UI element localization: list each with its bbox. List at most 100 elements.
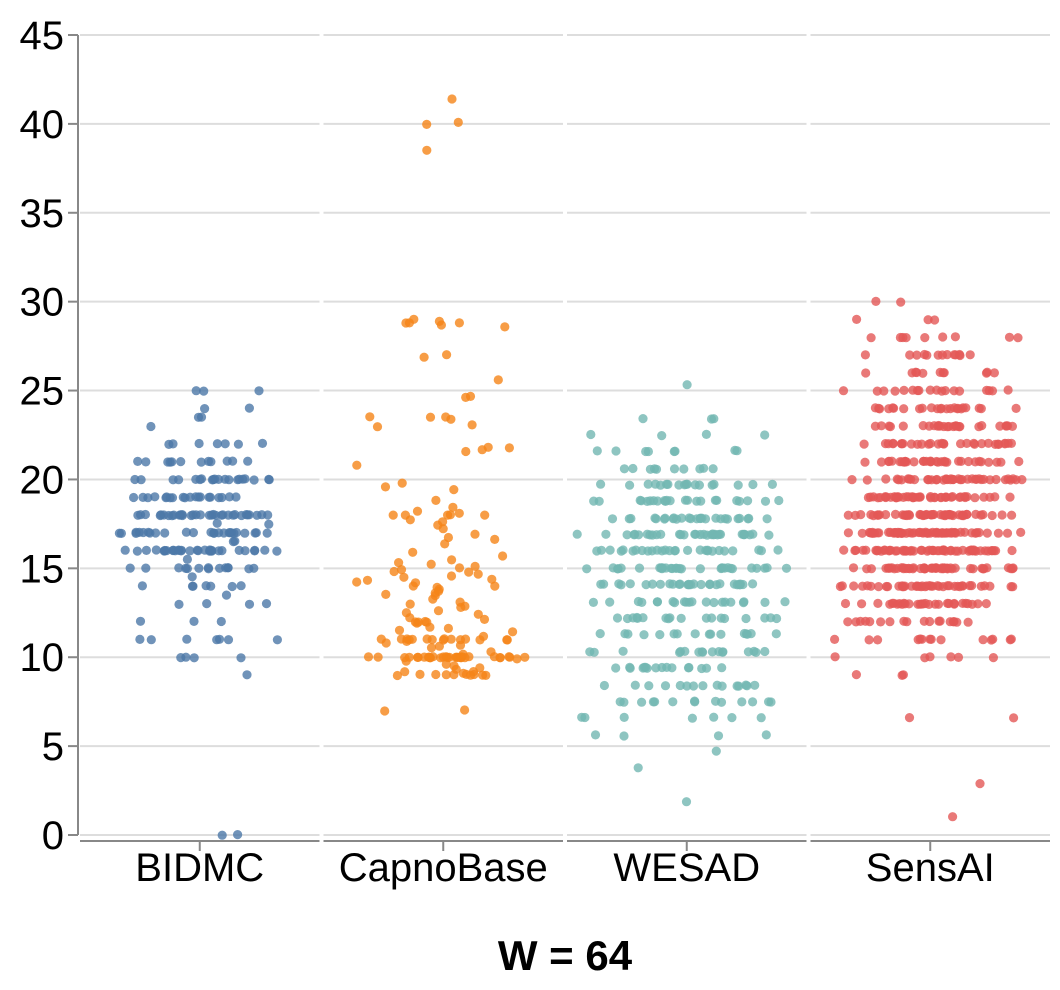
data-point — [167, 510, 177, 521]
data-point — [762, 514, 772, 524]
data-point — [188, 510, 198, 520]
series-wesad-points — [572, 380, 792, 807]
data-point — [408, 581, 418, 591]
data-point — [1004, 332, 1015, 342]
data-point — [726, 563, 736, 574]
data-point — [748, 579, 758, 589]
data-point — [1002, 528, 1013, 538]
series-sensai-points — [830, 296, 1027, 822]
data-point — [996, 457, 1006, 467]
data-point — [231, 492, 241, 502]
data-point — [692, 496, 702, 506]
data-point — [748, 697, 758, 707]
data-point — [926, 510, 936, 520]
data-point — [456, 602, 466, 613]
data-point — [849, 581, 859, 591]
data-point — [847, 475, 857, 485]
data-point — [372, 422, 383, 432]
data-point — [614, 579, 624, 589]
data-point — [952, 421, 962, 431]
data-point — [592, 446, 602, 456]
data-point — [888, 439, 898, 449]
data-point — [440, 539, 450, 549]
data-point — [637, 545, 647, 556]
data-point — [431, 669, 441, 680]
data-point — [925, 652, 935, 662]
data-point — [218, 510, 228, 520]
x-category-label: SensAI — [866, 846, 995, 890]
data-point — [704, 629, 715, 639]
y-tick-label: 30 — [20, 281, 65, 325]
data-point — [987, 510, 997, 521]
data-point — [890, 509, 901, 519]
data-point — [756, 713, 766, 723]
data-point — [362, 575, 373, 585]
data-point — [668, 697, 678, 707]
data-point — [848, 563, 859, 573]
data-point — [660, 681, 671, 691]
data-point — [201, 581, 211, 591]
data-point — [851, 670, 862, 680]
data-point — [891, 493, 901, 503]
data-point — [639, 662, 649, 673]
data-point — [240, 528, 250, 538]
data-point — [707, 647, 718, 657]
data-point — [687, 713, 698, 723]
data-point — [885, 422, 896, 432]
data-point — [917, 581, 927, 591]
data-point — [974, 403, 984, 413]
data-point — [174, 599, 184, 610]
data-point — [975, 546, 986, 556]
data-point — [192, 545, 202, 555]
data-point — [227, 528, 237, 538]
y-tick-label: 15 — [20, 547, 65, 591]
data-point — [983, 438, 994, 448]
data-point — [138, 527, 148, 538]
data-point — [642, 529, 652, 539]
data-point — [871, 296, 881, 306]
data-point — [991, 474, 1001, 485]
data-point — [739, 597, 749, 607]
data-point — [454, 318, 464, 328]
data-point — [439, 634, 449, 644]
data-point — [946, 652, 956, 662]
data-point — [899, 582, 909, 592]
data-point — [612, 613, 623, 623]
data-point — [909, 457, 919, 467]
data-point — [234, 545, 244, 556]
data-point — [740, 529, 750, 540]
data-point — [217, 830, 227, 840]
data-point — [751, 647, 761, 658]
data-point — [434, 641, 444, 651]
data-point — [733, 514, 743, 524]
data-point — [939, 475, 949, 485]
data-point — [189, 653, 199, 663]
data-point — [681, 597, 691, 607]
data-point — [212, 439, 222, 449]
data-point — [168, 439, 178, 449]
data-point — [970, 457, 980, 467]
data-point — [876, 421, 887, 431]
data-point — [691, 529, 701, 539]
data-point — [969, 545, 979, 555]
data-point — [453, 117, 463, 127]
data-point — [214, 546, 224, 556]
data-point — [236, 581, 246, 591]
data-point — [489, 652, 499, 662]
data-point — [475, 663, 485, 673]
data-point — [498, 551, 508, 561]
data-point — [860, 350, 871, 360]
data-point — [702, 530, 712, 540]
data-point — [645, 464, 656, 474]
data-point — [220, 439, 230, 449]
data-point — [930, 315, 940, 325]
data-point — [866, 333, 876, 343]
data-point — [408, 547, 418, 557]
data-point — [899, 385, 909, 395]
data-point — [898, 421, 908, 431]
data-point — [674, 579, 684, 590]
data-point — [428, 594, 438, 604]
data-point — [634, 530, 644, 540]
data-point — [195, 510, 205, 520]
data-point — [405, 613, 415, 623]
